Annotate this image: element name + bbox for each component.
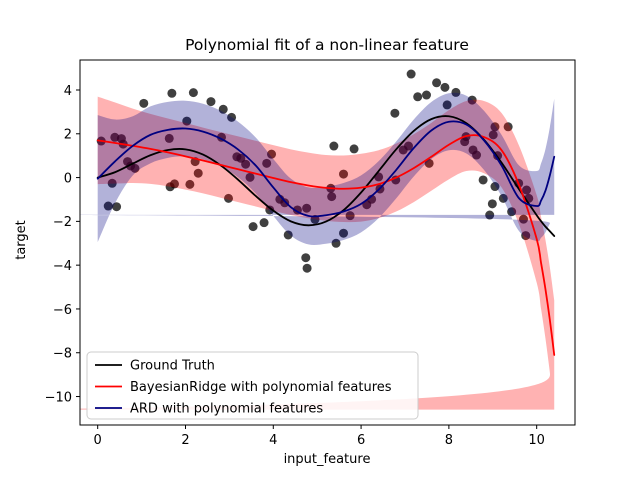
scatter-point — [432, 78, 442, 88]
chart-title: Polynomial fit of a non-linear feature — [185, 36, 469, 54]
scatter-point — [451, 87, 461, 97]
y-axis-label: target — [14, 220, 29, 260]
scatter-point — [490, 182, 500, 192]
legend-entry-ard: ARD with polynomial features — [95, 402, 323, 417]
legend-box — [86, 351, 419, 420]
scatter-point — [302, 263, 312, 273]
scatter-point — [265, 205, 275, 215]
scatter-point — [224, 193, 234, 203]
scatter-point — [339, 169, 349, 179]
scatter-points — [96, 69, 534, 273]
scatter-point — [206, 97, 216, 107]
scatter-point — [218, 104, 228, 114]
scatter-point — [103, 201, 113, 211]
x-tick-label: 10 — [528, 433, 545, 448]
scatter-point — [167, 88, 177, 98]
ard-line — [96, 120, 556, 218]
scatter-point — [248, 222, 258, 232]
scatter-point — [245, 172, 255, 182]
scatter-point — [488, 130, 498, 140]
x-tick-label: 8 — [445, 433, 453, 448]
scatter-point — [301, 253, 311, 263]
scatter-point — [259, 218, 269, 228]
x-axis-label: input_feature — [284, 452, 371, 467]
scatter-point — [283, 230, 293, 240]
scatter-point — [182, 116, 192, 126]
scatter-point — [478, 175, 488, 185]
scatter-point — [329, 141, 339, 151]
scatter-point — [327, 192, 337, 202]
scatter-point — [391, 175, 401, 185]
scatter-point — [139, 98, 149, 108]
x-tick-label: 0 — [94, 433, 102, 448]
scatter-point — [472, 150, 482, 160]
scatter-point — [339, 228, 349, 238]
x-tick-label: 4 — [269, 433, 277, 448]
y-tick-label: −6 — [53, 303, 72, 318]
bayesianridge-band — [80, 96, 555, 410]
plot-border — [79, 59, 576, 426]
scatter-point — [442, 100, 452, 110]
scatter-point — [503, 122, 513, 132]
scatter-point — [485, 210, 495, 220]
y-tick-label: −2 — [53, 215, 72, 230]
scatter-point — [487, 199, 497, 209]
scatter-point — [413, 92, 423, 102]
scatter-point — [170, 179, 180, 189]
scatter-point — [498, 193, 508, 203]
model-curves — [96, 115, 556, 356]
scatter-point — [164, 133, 174, 143]
scatter-point — [490, 122, 500, 132]
scatter-point — [193, 168, 203, 178]
scatter-point — [185, 179, 195, 189]
scatter-point — [349, 144, 359, 154]
scatter-point — [522, 185, 532, 195]
x-tick-label: 6 — [357, 433, 365, 448]
scatter-point — [241, 159, 251, 169]
bayesianridge-line — [96, 134, 556, 356]
scatter-point — [521, 231, 531, 241]
legend: Ground Truth BayesianRidge with polynomi… — [86, 351, 419, 420]
scatter-point — [519, 214, 529, 224]
scatter-point — [112, 202, 122, 212]
scatter-point — [107, 178, 117, 188]
scatter-point — [467, 95, 477, 105]
scatter-point — [406, 69, 416, 79]
y-tick-label: −4 — [53, 259, 72, 274]
scatter-point — [507, 207, 517, 217]
scatter-point — [440, 82, 450, 92]
legend-entry-bayesianridge: BayesianRidge with polynomial features — [95, 380, 392, 395]
y-tick-label: 0 — [64, 171, 72, 186]
scatter-point — [424, 158, 434, 168]
legend-label-ground-truth: Ground Truth — [130, 359, 215, 374]
scatter-point — [403, 141, 413, 151]
scatter-point — [421, 90, 431, 100]
y-tick-label: −8 — [53, 347, 72, 362]
scatter-point — [262, 158, 272, 168]
scatter-point — [390, 108, 400, 118]
x-tick-label: 2 — [181, 433, 189, 448]
y-tick-label: 4 — [64, 84, 72, 99]
scatter-point — [188, 88, 198, 98]
scatter-point — [227, 112, 237, 122]
scatter-point — [345, 211, 355, 221]
scatter-point — [280, 198, 290, 208]
legend-entry-ground-truth: Ground Truth — [95, 359, 215, 374]
legend-label-bayesianridge: BayesianRidge with polynomial features — [130, 380, 392, 395]
y-tick-label: −10 — [45, 390, 72, 405]
scatter-point — [267, 149, 277, 159]
y-tick-label: 2 — [64, 128, 72, 143]
axis-ticks: 0 2 4 6 8 10 4 2 0 −2 −4 −6 −8 −10 — [45, 84, 545, 448]
scatter-point — [130, 163, 140, 173]
scatter-point — [331, 238, 341, 248]
legend-label-ard: ARD with polynomial features — [130, 402, 323, 417]
scatter-point — [302, 203, 312, 213]
